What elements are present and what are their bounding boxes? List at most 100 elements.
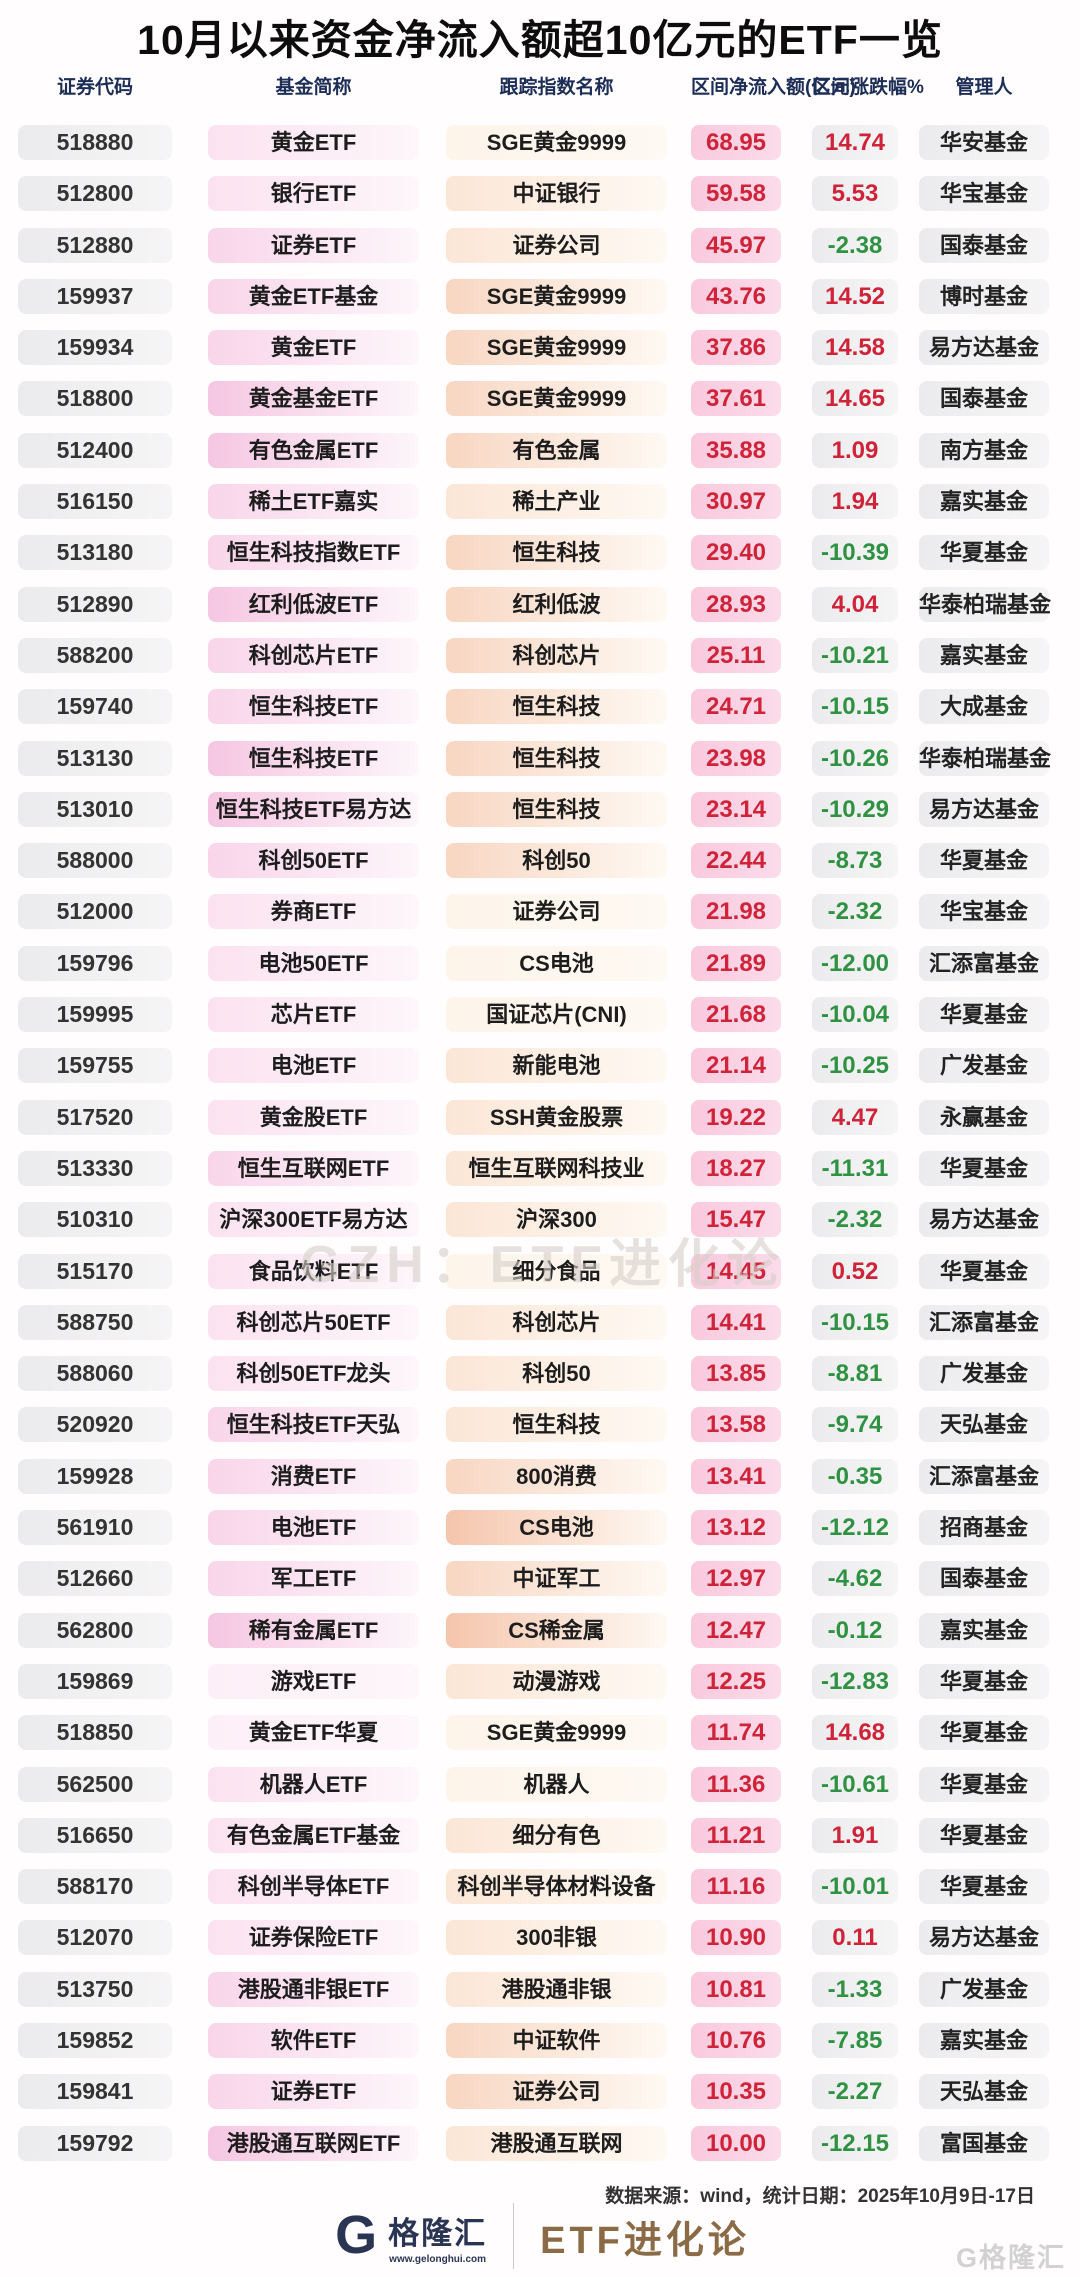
security-code-pill: 513750: [18, 1971, 172, 2007]
net-inflow-pill: 10.35: [691, 2074, 781, 2110]
change-pct-pill: -12.00: [812, 945, 898, 981]
fund-name-pill: 芯片ETF: [208, 997, 419, 1033]
fund-name-pill: 软件ETF: [208, 2022, 419, 2058]
index-name-pill: 中证银行: [446, 176, 667, 212]
security-code-pill: 518800: [18, 381, 172, 417]
index-name-pill: CS稀金属: [446, 1612, 667, 1648]
table-row: 159937 黄金ETF基金 SGE黄金9999 43.76 14.52 博时基…: [0, 278, 1049, 314]
fund-name-pill: 银行ETF: [208, 176, 419, 212]
net-inflow-pill: 12.25: [691, 1663, 781, 1699]
manager-pill: 华泰柏瑞基金: [919, 586, 1051, 622]
index-name-pill: 证券公司: [446, 227, 667, 263]
net-inflow-pill: 13.12: [691, 1510, 781, 1546]
change-pct-pill: -12.12: [812, 1510, 898, 1546]
manager-pill: 汇添富基金: [919, 1458, 1049, 1494]
manager-pill: 华夏基金: [919, 1715, 1049, 1751]
net-inflow-pill: 29.40: [691, 535, 781, 571]
data-source-note: 数据来源：wind，统计日期：2025年10月9日-17日: [605, 2186, 1035, 2207]
col-header-change-pct: 区间涨跌幅%: [812, 76, 924, 98]
index-name-pill: SGE黄金9999: [446, 125, 667, 160]
col-header-manager: 管理人: [955, 76, 1013, 98]
index-name-pill: 恒生科技: [446, 689, 667, 725]
table-row: 159995 芯片ETF 国证芯片(CNI) 21.68 -10.04 华夏基金: [0, 997, 1049, 1033]
net-inflow-pill: 13.41: [691, 1458, 781, 1494]
security-code-pill: 513180: [18, 535, 172, 571]
net-inflow-pill: 21.98: [691, 894, 781, 930]
change-pct-pill: 14.65: [812, 381, 898, 417]
change-pct-pill: -10.26: [812, 740, 898, 776]
manager-pill: 易方达基金: [919, 1920, 1049, 1956]
manager-pill: 广发基金: [919, 1356, 1049, 1392]
index-name-pill: 细分食品: [446, 1253, 667, 1289]
manager-pill: 南方基金: [919, 432, 1049, 468]
fund-name-pill: 港股通非银ETF: [208, 1971, 419, 2007]
fund-name-pill: 黄金ETF: [208, 125, 419, 160]
fund-name-pill: 消费ETF: [208, 1458, 419, 1494]
table-row: 513330 恒生互联网ETF 恒生互联网科技业 18.27 -11.31 华夏…: [0, 1150, 1049, 1186]
net-inflow-pill: 35.88: [691, 432, 781, 468]
table-row: 512660 军工ETF 中证军工 12.97 -4.62 国泰基金: [0, 1561, 1049, 1597]
fund-name-pill: 科创芯片50ETF: [208, 1304, 419, 1340]
table-row: 159869 游戏ETF 动漫游戏 12.25 -12.83 华夏基金: [0, 1663, 1049, 1699]
manager-pill: 嘉实基金: [919, 1612, 1049, 1648]
security-code-pill: 159852: [18, 2022, 172, 2058]
table-row: 510310 沪深300ETF易方达 沪深300 15.47 -2.32 易方达…: [0, 1202, 1049, 1238]
manager-pill: 华泰柏瑞基金: [919, 740, 1051, 776]
change-pct-pill: 5.53: [812, 176, 898, 212]
change-pct-pill: -8.81: [812, 1356, 898, 1392]
manager-pill: 华夏基金: [919, 535, 1049, 571]
index-name-pill: 港股通非银: [446, 1971, 667, 2007]
index-name-pill: CS电池: [446, 945, 667, 981]
security-code-pill: 516650: [18, 1817, 172, 1853]
security-code-pill: 588170: [18, 1869, 172, 1905]
net-inflow-pill: 25.11: [691, 637, 781, 673]
table-row: 512880 证券ETF 证券公司 45.97 -2.38 国泰基金: [0, 227, 1049, 263]
manager-pill: 嘉实基金: [919, 637, 1049, 673]
manager-pill: 国泰基金: [919, 381, 1049, 417]
index-name-pill: 稀土产业: [446, 484, 667, 520]
security-code-pill: 588000: [18, 843, 172, 879]
fund-name-pill: 券商ETF: [208, 894, 419, 930]
change-pct-pill: -12.83: [812, 1663, 898, 1699]
table-row: 513130 恒生科技ETF 恒生科技 23.98 -10.26 华泰柏瑞基金: [0, 740, 1051, 776]
table-row: 588200 科创芯片ETF 科创芯片 25.11 -10.21 嘉实基金: [0, 637, 1049, 673]
change-pct-pill: 14.68: [812, 1715, 898, 1751]
fund-name-pill: 有色金属ETF基金: [208, 1817, 419, 1853]
security-code-pill: 562500: [18, 1766, 172, 1802]
manager-pill: 华夏基金: [919, 997, 1049, 1033]
change-pct-pill: -2.27: [812, 2074, 898, 2110]
table-row: 517520 黄金股ETF SSH黄金股票 19.22 4.47 永赢基金: [0, 1099, 1049, 1135]
table-row: 513180 恒生科技指数ETF 恒生科技 29.40 -10.39 华夏基金: [0, 535, 1049, 571]
security-code-pill: 159755: [18, 1048, 172, 1084]
net-inflow-pill: 13.85: [691, 1356, 781, 1392]
table-row: 561910 电池ETF CS电池 13.12 -12.12 招商基金: [0, 1510, 1049, 1546]
security-code-pill: 512400: [18, 432, 172, 468]
fund-name-pill: 电池ETF: [208, 1048, 419, 1084]
net-inflow-pill: 10.81: [691, 1971, 781, 2007]
net-inflow-pill: 21.14: [691, 1048, 781, 1084]
security-code-pill: 513330: [18, 1150, 172, 1186]
change-pct-pill: -2.32: [812, 894, 898, 930]
security-code-pill: 516150: [18, 484, 172, 520]
net-inflow-pill: 68.95: [691, 125, 781, 160]
net-inflow-pill: 10.90: [691, 1920, 781, 1956]
table-header: 证券代码 基金简称 跟踪指数名称 区间净流入额(亿元) 区间涨跌幅% 管理人: [0, 72, 1049, 98]
net-inflow-pill: 23.14: [691, 791, 781, 827]
security-code-pill: 159792: [18, 2125, 172, 2161]
index-name-pill: 恒生科技: [446, 791, 667, 827]
manager-pill: 华夏基金: [919, 1817, 1049, 1853]
index-name-pill: 证券公司: [446, 894, 667, 930]
net-inflow-pill: 13.58: [691, 1407, 781, 1443]
index-name-pill: 有色金属: [446, 432, 667, 468]
fund-name-pill: 证券保险ETF: [208, 1920, 419, 1956]
manager-pill: 华夏基金: [919, 1766, 1049, 1802]
index-name-pill: 恒生互联网科技业: [446, 1150, 667, 1186]
manager-pill: 广发基金: [919, 1971, 1049, 2007]
net-inflow-pill: 19.22: [691, 1099, 781, 1135]
manager-pill: 华夏基金: [919, 843, 1049, 879]
index-name-pill: 中证军工: [446, 1561, 667, 1597]
change-pct-pill: -8.73: [812, 843, 898, 879]
index-name-pill: SGE黄金9999: [446, 1715, 667, 1751]
manager-pill: 嘉实基金: [919, 2022, 1049, 2058]
change-pct-pill: 0.52: [812, 1253, 898, 1289]
